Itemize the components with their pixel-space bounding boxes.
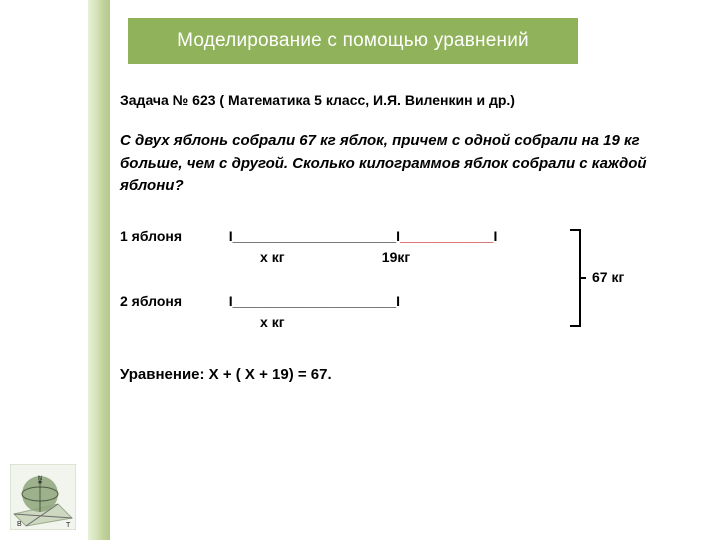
tree1-label: 1 яблоня (120, 228, 182, 244)
total-bracket-wrap: 67 кг (568, 228, 624, 328)
tree2-seg: I_____________________I (229, 293, 400, 309)
equation: Уравнение: Х + ( Х + 19) = 67. (120, 366, 690, 383)
tree2-label: 2 яблоня (120, 293, 182, 309)
svg-text:T: T (66, 522, 71, 529)
bracket-icon (568, 228, 586, 328)
slide-title: Моделирование с помощью уравнений (177, 30, 529, 52)
tree1-x-label: х кг (120, 249, 285, 265)
content-area: Задача № 623 ( Математика 5 класс, И.Я. … (120, 92, 690, 383)
gap (182, 228, 229, 244)
left-gradient-band (88, 0, 110, 540)
problem-reference: Задача № 623 ( Математика 5 класс, И.Я. … (120, 92, 690, 108)
tree1-seg-red: ____________ (400, 228, 493, 244)
gap (182, 293, 229, 309)
slide-title-bar: Моделирование с помощью уравнений (128, 18, 578, 64)
tree2-x-label: х кг (120, 314, 285, 330)
diagram: 1 яблоня I_____________________I________… (120, 226, 690, 334)
corner-thumbnail: N B T (10, 464, 76, 530)
tree1-19-label: 19кг (285, 249, 411, 265)
tree1-seg-end: I (493, 228, 497, 244)
total-label: 67 кг (592, 267, 624, 289)
svg-text:B: B (17, 521, 22, 528)
problem-statement: С двух яблонь собрали 67 кг яблок, приче… (120, 130, 660, 198)
tree1-seg-black: I_____________________I (229, 228, 400, 244)
